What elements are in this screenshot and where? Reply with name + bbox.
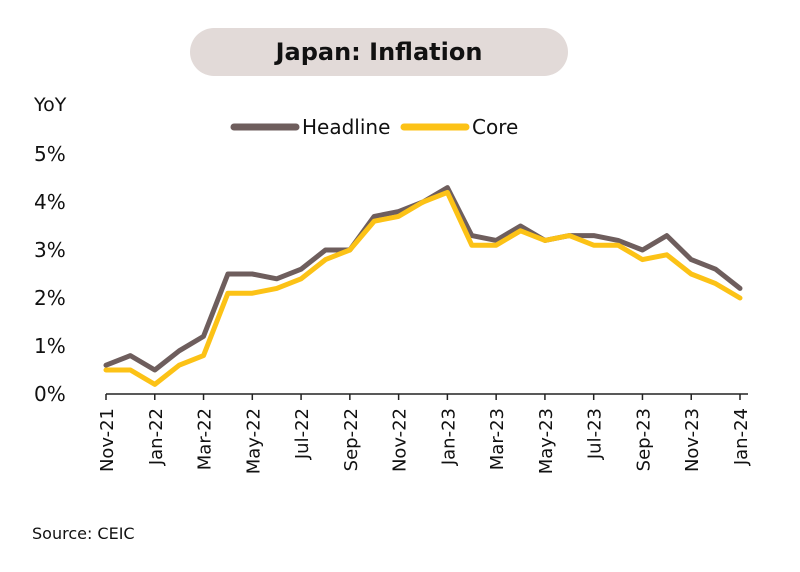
chart-title-pill: Japan: Inflation [190,28,568,76]
x-tick-label: Sep-23 [633,408,654,471]
chart-title: Japan: Inflation [275,38,483,66]
y-tick-label: 1% [34,334,66,358]
x-tick-label: Mar-23 [487,408,508,470]
y-axis-label: YoY [34,94,67,116]
y-tick-label: 2% [34,286,66,310]
series-line-headline [103,185,743,373]
y-tick-label: 0% [34,382,66,406]
x-tick-label: Nov-22 [390,408,411,472]
x-tick-label: Jan-23 [438,408,459,466]
x-tick-label: Jan-22 [146,408,167,466]
x-tick-label: Jan-24 [731,408,752,466]
y-tick-label: 5% [34,142,66,166]
x-tick-label: Sep-22 [341,408,362,471]
legend-label-headline: Headline [302,115,390,139]
x-tick-label: Jul-23 [585,408,606,460]
x-tick-label: Nov-21 [97,408,118,472]
x-tick-label: Mar-22 [195,408,216,470]
x-tick-label: May-22 [243,408,264,474]
legend-label-core: Core [472,115,518,139]
x-tick-label: May-23 [536,408,557,474]
y-tick-label: 4% [34,190,66,214]
y-tick-label: 3% [34,238,66,262]
source-note: Source: CEIC [32,524,135,543]
x-tick-label: Nov-23 [682,408,703,472]
series-line-core [103,189,743,387]
x-tick-label: Jul-22 [292,408,313,460]
